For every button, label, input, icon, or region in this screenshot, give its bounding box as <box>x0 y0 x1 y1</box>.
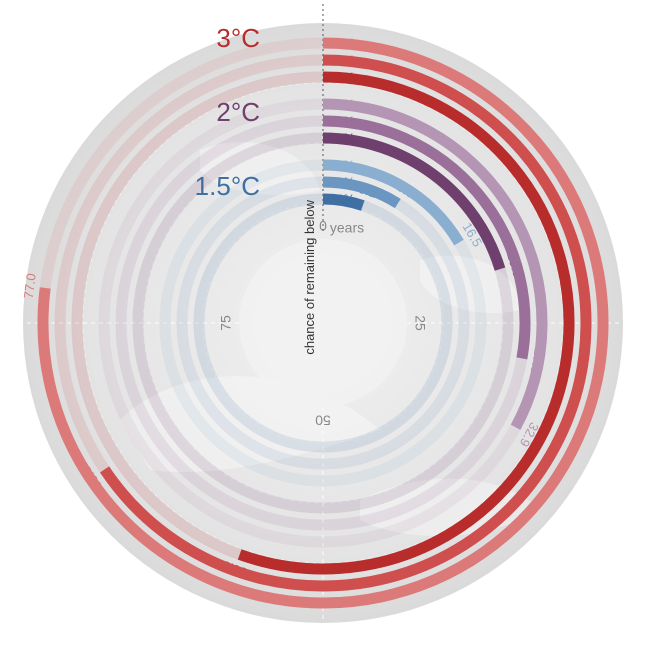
end-label-g3-2: 77.0 <box>21 272 39 299</box>
pct-label-g3-0: 66% <box>329 69 355 84</box>
year-label-50: 50 <box>315 412 331 428</box>
pct-label-g3-2: 33% <box>329 35 355 50</box>
years-unit-label: years <box>330 220 364 236</box>
pct-label-g3-1: 50% <box>329 52 355 67</box>
pct-label-g2-1: 50% <box>329 113 355 128</box>
pct-label-g2-0: 66% <box>329 130 355 145</box>
radial-chart: 0255075yearschance of remaining below66%… <box>0 0 646 646</box>
pct-label-g1p5-0: 66% <box>329 191 355 206</box>
year-label-25: 25 <box>412 315 428 331</box>
temp-label-g3: 3°C <box>216 23 260 53</box>
pct-label-g2-2: 33% <box>329 96 355 111</box>
axis-caption: chance of remaining below <box>302 199 317 354</box>
center-disc <box>239 239 407 407</box>
pct-label-g1p5-2: 33% <box>329 157 355 172</box>
pct-label-g1p5-1: 50% <box>329 174 355 189</box>
year-label-75: 75 <box>218 315 234 331</box>
